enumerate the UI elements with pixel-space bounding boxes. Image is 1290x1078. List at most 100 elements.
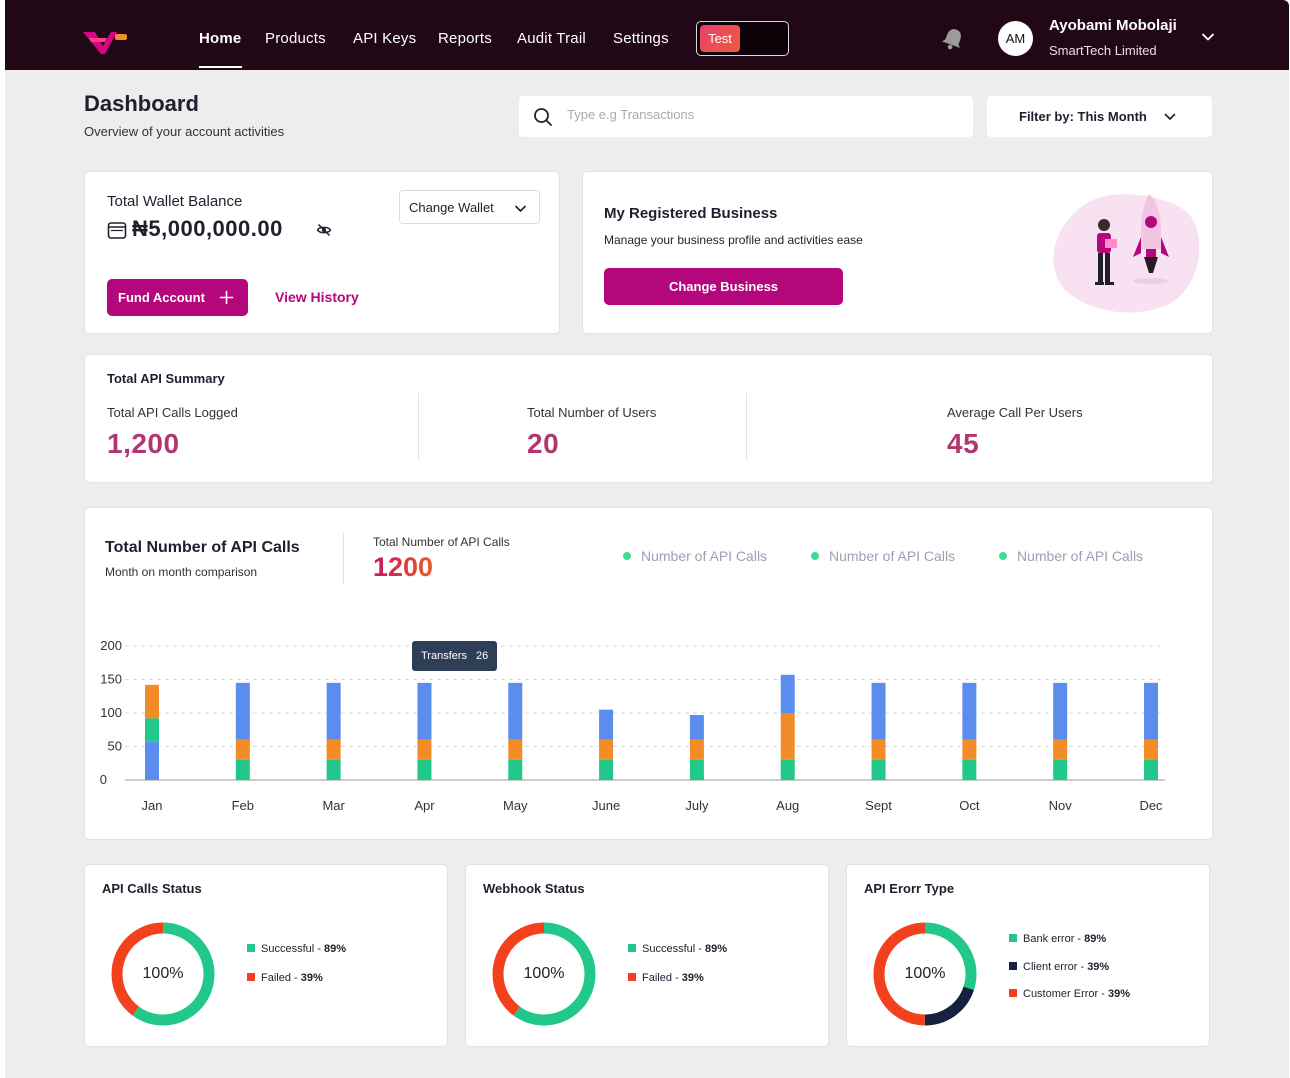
legend-label: Number of API Calls: [829, 548, 956, 564]
nav-active-indicator: [199, 66, 242, 68]
donut-chart: [873, 922, 977, 1026]
bar-segment: [417, 739, 432, 760]
fund-account-button[interactable]: Fund Account: [107, 279, 248, 316]
business-title: My Registered Business: [604, 205, 778, 222]
filter-value: This Month: [1077, 109, 1147, 124]
user-company: SmartTech Limited: [1049, 43, 1157, 58]
bar-segment: [962, 759, 977, 780]
brand-logo[interactable]: [81, 26, 131, 58]
wallet-icon: [107, 222, 127, 239]
donut-center-value: 100%: [142, 965, 184, 982]
donut-center-value: 100%: [523, 965, 565, 982]
donut-legend-item: Failed - 39%: [628, 972, 704, 984]
x-tick-label: June: [592, 798, 620, 813]
test-mode-toggle[interactable]: Test: [696, 21, 789, 56]
stat-value-average: 45: [947, 428, 980, 459]
donut-title: API Calls Status: [102, 881, 202, 896]
legend-value: 39%: [300, 972, 323, 984]
divider: [418, 393, 419, 460]
y-tick-label: 200: [100, 638, 122, 653]
bar-segment: [326, 759, 341, 780]
nav-home[interactable]: Home: [199, 30, 242, 47]
x-tick-label: Apr: [414, 798, 435, 813]
chart-legend-item[interactable]: Number of API Calls: [999, 548, 1143, 564]
chart-legend-item[interactable]: Number of API Calls: [811, 548, 955, 564]
legend-label: Client error: [1023, 961, 1078, 973]
bar-segment: [780, 759, 795, 780]
view-history-link[interactable]: View History: [275, 289, 359, 305]
stat-value-users: 20: [527, 428, 560, 459]
chart-legend-item[interactable]: Number of API Calls: [623, 548, 767, 564]
bar-segment: [145, 718, 159, 742]
change-wallet-dropdown[interactable]: Change Wallet: [399, 190, 540, 224]
bar-segment: [871, 739, 886, 760]
legend-value: 39%: [1087, 961, 1110, 973]
bar-segment: [1053, 739, 1068, 760]
x-tick-label: Oct: [959, 798, 980, 813]
nav-reports[interactable]: Reports: [438, 30, 492, 47]
legend-label: Successful: [642, 943, 696, 955]
bar-segment: [1053, 759, 1068, 780]
search-bar: [519, 96, 973, 137]
y-tick-label: 50: [108, 739, 122, 754]
legend-value: 89%: [704, 943, 728, 955]
divider: [343, 532, 344, 584]
legend-label: Number of API Calls: [641, 548, 768, 564]
wallet-title: Total Wallet Balance: [107, 193, 243, 210]
chart-title: Total Number of API Calls: [105, 539, 300, 556]
legend-label: Bank error: [1023, 933, 1075, 945]
x-tick-label: May: [503, 798, 528, 813]
bar-segment: [235, 739, 250, 760]
legend-swatch: [628, 973, 636, 982]
plus-icon: [219, 290, 234, 305]
bar-segment: [1053, 682, 1068, 740]
nav-audit-trail[interactable]: Audit Trail: [517, 30, 586, 47]
bar-segment: [508, 759, 523, 780]
rocket-illustration: [1053, 194, 1200, 313]
bar-segment: [871, 759, 886, 780]
legend-value: 89%: [323, 943, 347, 955]
nav-settings[interactable]: Settings: [613, 30, 669, 47]
legend-label: Customer Error: [1023, 988, 1099, 1000]
filter-dropdown[interactable]: Filter by: This Month: [987, 96, 1212, 137]
tooltip-value: 26: [476, 650, 489, 662]
change-business-button[interactable]: Change Business: [604, 268, 843, 305]
legend-swatch: [247, 944, 255, 953]
stat-label-users: Total Number of Users: [527, 405, 657, 420]
bar-segment: [689, 715, 704, 740]
bar-segment: [326, 682, 341, 740]
nav-products[interactable]: Products: [265, 30, 326, 47]
legend-swatch: [1009, 962, 1017, 971]
avatar[interactable]: AM: [998, 21, 1033, 56]
bar-segment: [689, 739, 704, 760]
api-calls-chart-card: Total Number of API Calls Month on month…: [84, 507, 1213, 840]
bar-segment: [326, 739, 341, 760]
donut-legend-item: Customer Error - 39%: [1009, 988, 1130, 1000]
x-tick-label: Sept: [865, 798, 892, 813]
page-subtitle: Overview of your account activities: [84, 124, 285, 139]
bar-segment: [871, 682, 886, 740]
eye-off-icon[interactable]: [316, 222, 332, 238]
chevron-down-icon[interactable]: [1201, 30, 1215, 44]
webhook-status-card: Webhook Status 100% Successful - 89% Fai…: [465, 864, 829, 1047]
bar-segment: [235, 759, 250, 780]
chart-total-value: 1200: [373, 552, 434, 582]
filter-prefix: Filter by:: [1019, 109, 1074, 124]
top-navbar: Home Products API Keys Reports Audit Tra…: [5, 0, 1289, 70]
wallet-balance: ₦5,000,000.00: [132, 216, 283, 241]
stat-label-average: Average Call Per Users: [947, 405, 1083, 420]
bar-segment: [145, 684, 159, 719]
x-tick-label: Jan: [142, 798, 163, 813]
bar-segment: [1144, 739, 1158, 760]
api-calls-status-card: API Calls Status 100% Successful - 89% F…: [84, 864, 448, 1047]
change-wallet-label: Change Wallet: [409, 200, 494, 215]
app-frame: Home Products API Keys Reports Audit Tra…: [5, 0, 1289, 1078]
bar-segment: [599, 739, 614, 760]
chevron-down-icon: [515, 205, 526, 212]
x-tick-label: Nov: [1049, 798, 1073, 813]
search-input[interactable]: [567, 107, 957, 122]
nav-api-keys[interactable]: API Keys: [353, 30, 417, 47]
business-card: My Registered Business Manage your busin…: [582, 171, 1213, 334]
bell-icon[interactable]: [940, 26, 966, 52]
api-error-type-card: API Erorr Type 100% Bank error - 89% Cli…: [846, 864, 1210, 1047]
